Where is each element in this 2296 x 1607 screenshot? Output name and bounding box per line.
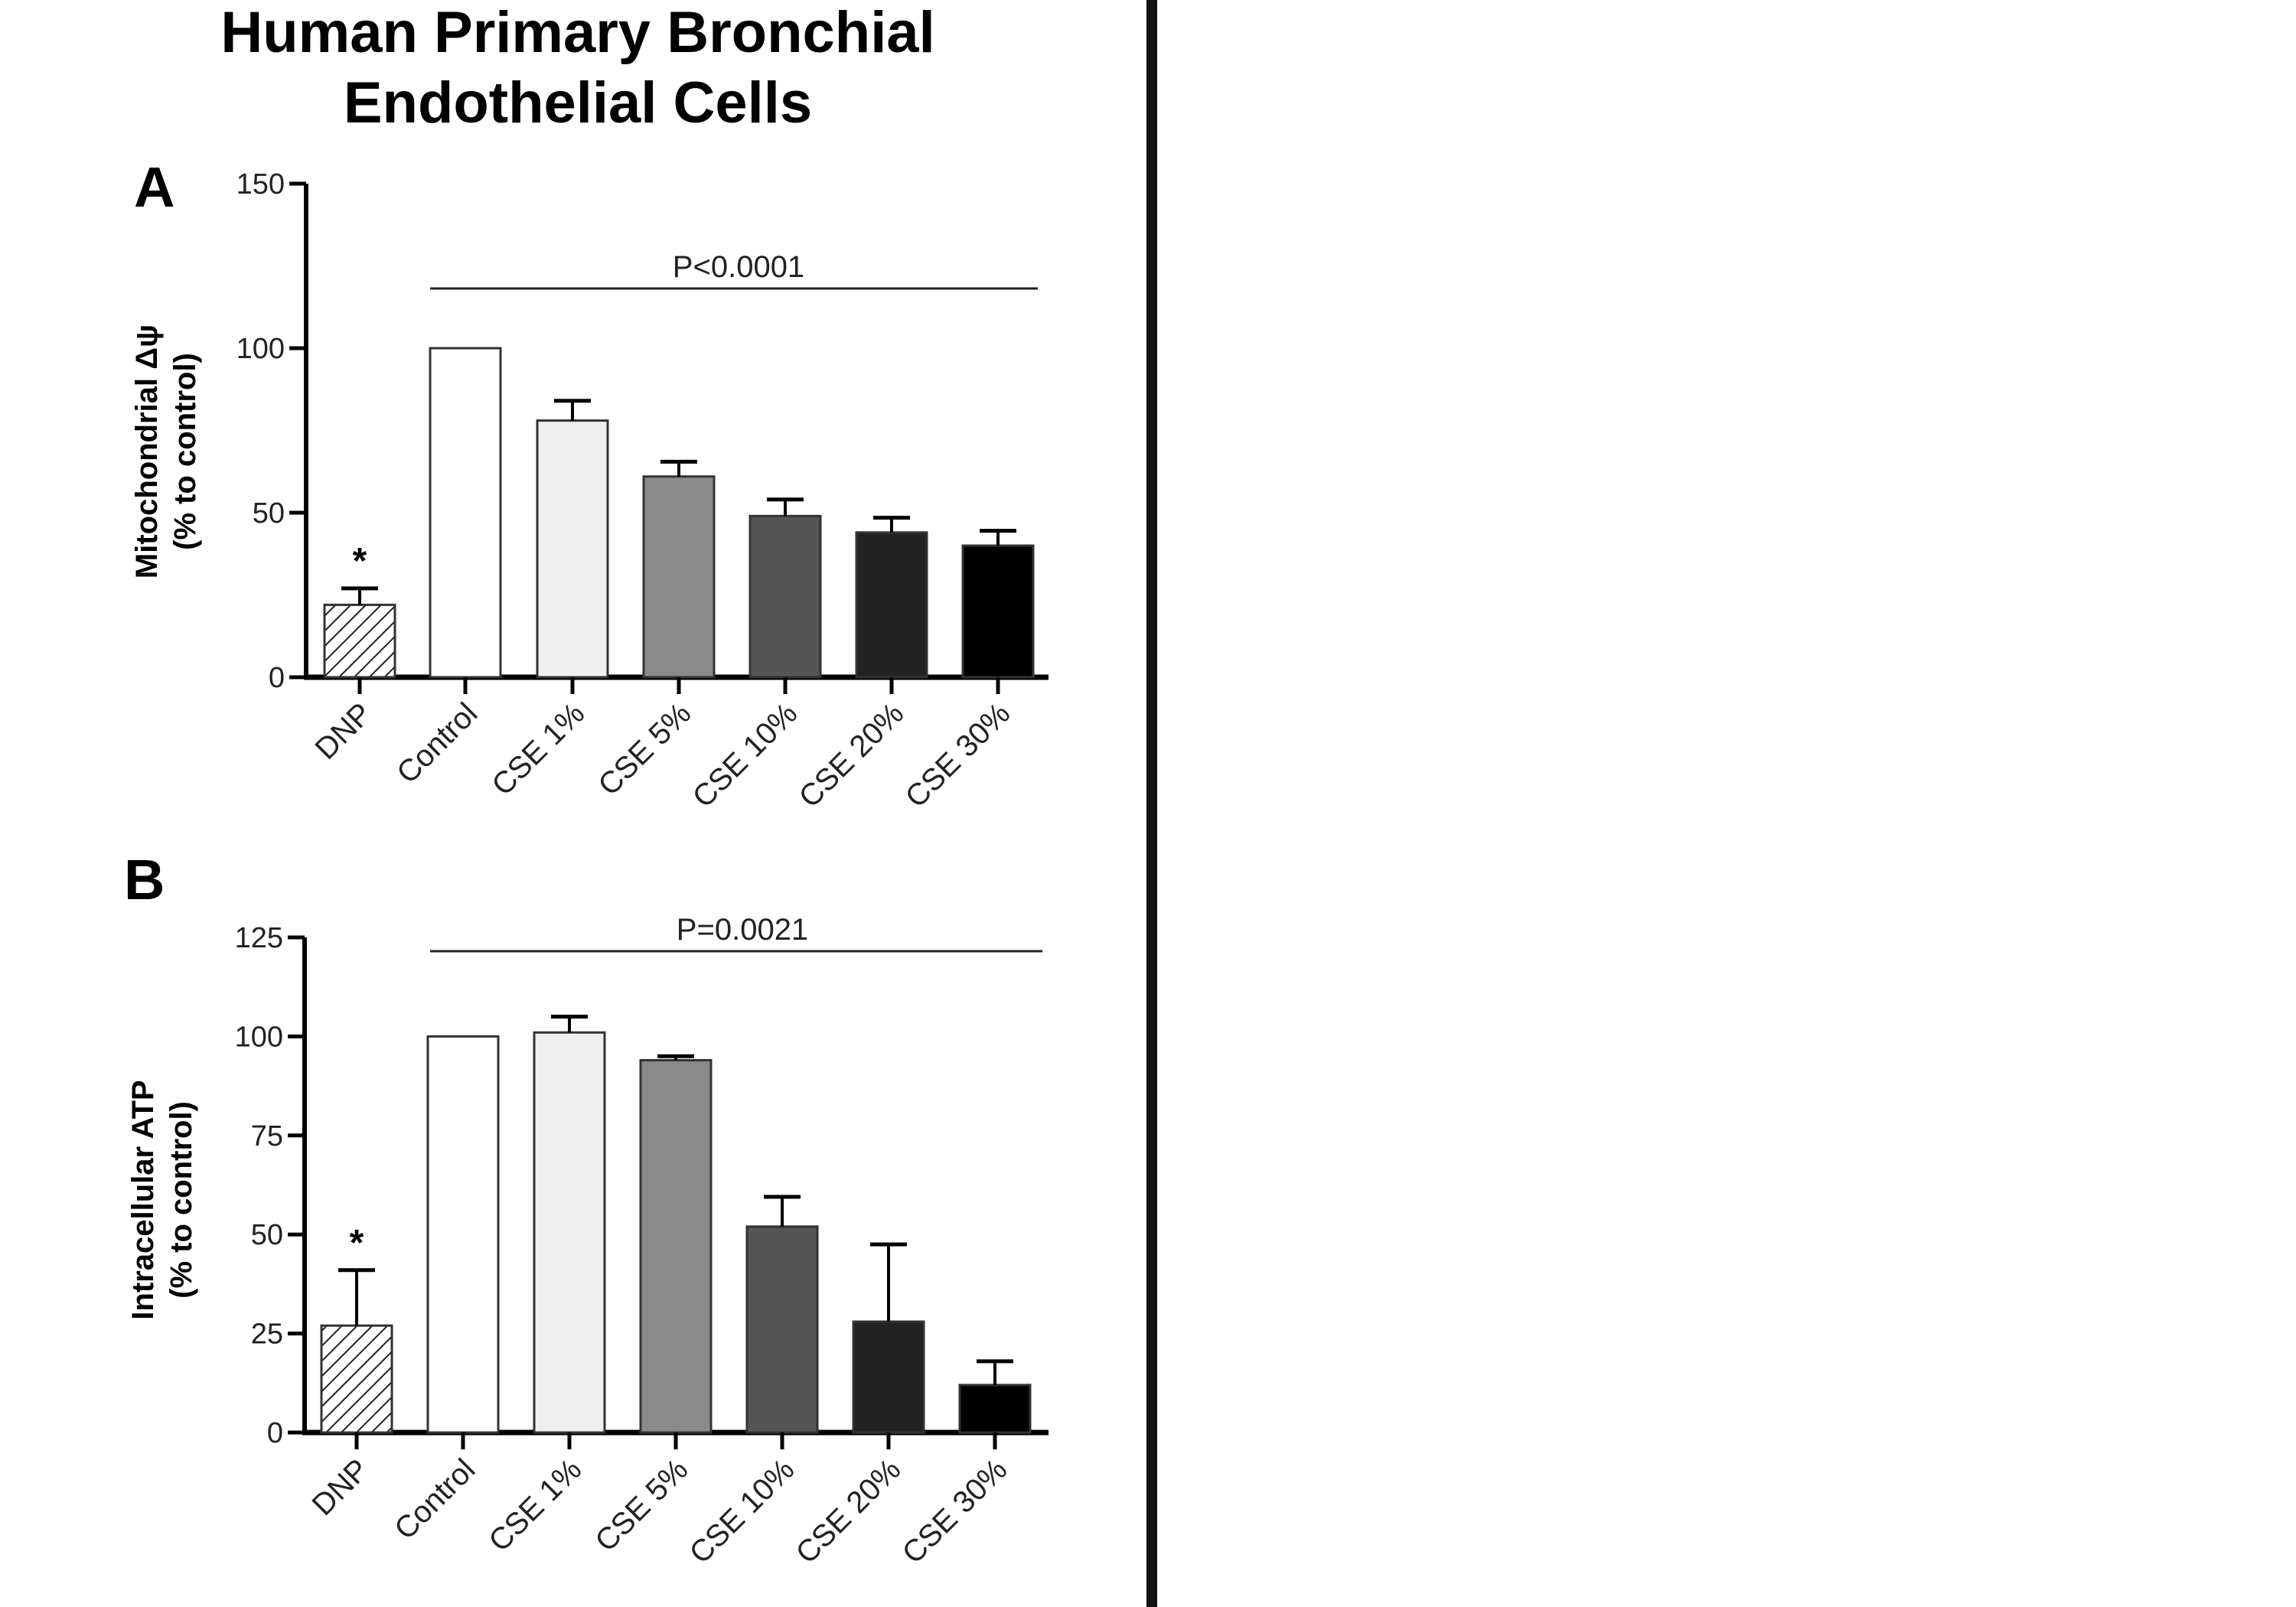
panel-b-bar	[639, 1058, 713, 1434]
panel-b-category-label: CSE 10%	[683, 1452, 801, 1570]
panel-a-y-tick-label: 0	[269, 662, 285, 694]
panel-a-bar	[429, 347, 502, 679]
panel-b-pvalue-label: P=0.0021	[677, 913, 808, 947]
panel-a-y-tick-label: 150	[236, 168, 285, 200]
panel-a-bar	[642, 475, 716, 679]
panel-a-category-label: CSE 30%	[899, 696, 1017, 814]
panel-a-ylabel-line2: (% to control)	[168, 353, 202, 550]
panel-b-category-label: CSE 1%	[482, 1452, 588, 1558]
panel-b-bar	[745, 1225, 819, 1434]
panel-b-y-tick-label: 125	[235, 922, 283, 954]
panel-a-bar	[961, 544, 1035, 679]
panel-b-category-label: Control	[388, 1452, 481, 1546]
panel-a-chart: A Mitochondrial Δψ (% to control) 0 50 100…	[130, 155, 1049, 814]
panel-a-y-tick-label: 100	[236, 333, 285, 365]
panel-b-y-tick-label: 0	[267, 1417, 283, 1449]
panel-a-bar	[323, 603, 396, 679]
panel-a-pvalue-label: P<0.0001	[673, 250, 804, 284]
panel-a-category-label: CSE 10%	[687, 696, 804, 814]
panel-a-category-label: Control	[390, 696, 484, 790]
panel-b-bar	[320, 1324, 393, 1434]
panel-b-ylabel: Intracellular ATP (% to control)	[126, 1080, 198, 1319]
panel-a-ylabel-line1: Mitochondrial Δψ	[130, 324, 164, 579]
panel-a-category-label: DNP	[309, 696, 379, 766]
panel-b-y-tick-label: 100	[235, 1021, 283, 1053]
figure-title-line2: Endothelial Cells	[344, 70, 812, 135]
panel-a-category-label: CSE 5%	[592, 696, 697, 802]
panel-b-category-label: CSE 20%	[790, 1452, 908, 1570]
panel-a-category-label: CSE 20%	[793, 696, 911, 814]
panel-b-category-label: DNP	[306, 1452, 376, 1522]
panel-b-bar	[533, 1031, 606, 1434]
panel-a-letter: A	[134, 155, 174, 219]
panel-a-bar	[855, 531, 928, 679]
panel-b-y-tick-label: 50	[251, 1219, 283, 1251]
panel-a-category-label: CSE 1%	[485, 696, 591, 802]
panel-a-ylabel: Mitochondrial Δψ (% to control)	[130, 324, 202, 579]
panel-b-bar	[852, 1320, 925, 1434]
panel-a-significance-star: *	[353, 541, 367, 582]
panel-a-y-tick-label: 50	[253, 497, 285, 530]
panel-b-y-tick-label: 75	[251, 1120, 283, 1152]
panel-b-letter: B	[124, 848, 165, 911]
panel-divider	[1146, 0, 1157, 1607]
figure-title-line1: Human Primary Bronchial	[220, 0, 934, 65]
panel-b-y-tick-label: 25	[251, 1319, 283, 1351]
panel-b-significance-star: *	[350, 1223, 364, 1263]
panel-b-bar	[958, 1384, 1032, 1434]
panel-b-chart: B Intracellular ATP (% to control) 0 25 50…	[124, 848, 1049, 1570]
panel-b-category-label: CSE 30%	[896, 1452, 1014, 1570]
panel-b-bar	[426, 1035, 500, 1434]
panel-b-ylabel-line1: Intracellular ATP	[126, 1080, 160, 1319]
panel-b-ylabel-line2: (% to control)	[165, 1101, 198, 1299]
panel-a-bar	[536, 419, 609, 679]
panel-b-category-label: CSE 5%	[589, 1452, 694, 1558]
panel-a-bar	[748, 514, 822, 679]
